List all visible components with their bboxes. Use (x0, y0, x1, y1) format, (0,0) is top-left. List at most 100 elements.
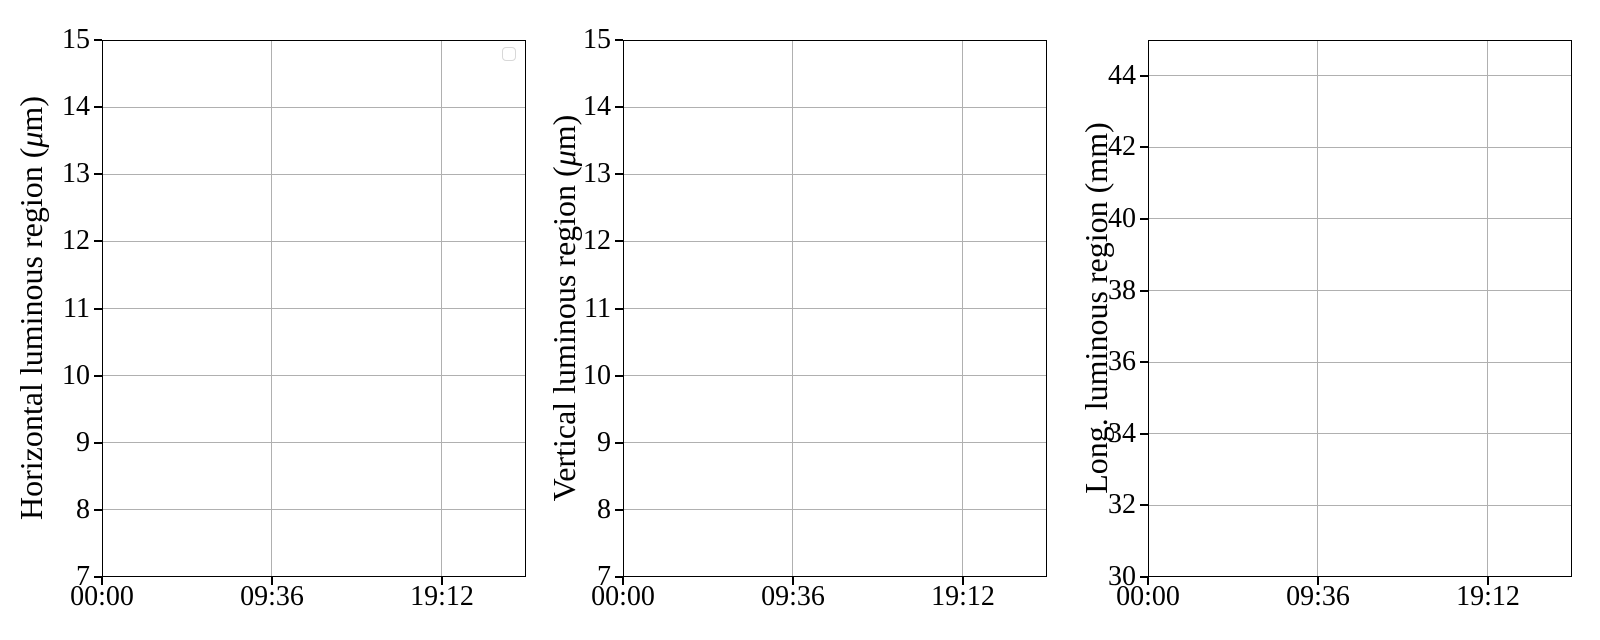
grid-line-horizontal (103, 241, 525, 242)
y-tick-label: 12 (62, 225, 90, 256)
y-tick-mark (1140, 75, 1148, 77)
x-tick-mark (622, 577, 624, 585)
x-tick-label: 09:36 (761, 581, 825, 612)
y-tick-label: 11 (63, 293, 90, 324)
y-tick-mark (94, 173, 102, 175)
x-tick-mark (1147, 577, 1149, 585)
grid-line-horizontal (624, 241, 1046, 242)
x-tick-mark (101, 577, 103, 585)
y-tick-label: 8 (76, 494, 90, 525)
grid-line-horizontal (103, 174, 525, 175)
x-tick-label: 19:12 (1456, 581, 1520, 612)
y-tick-mark (1140, 504, 1148, 506)
x-tick-label: 00:00 (1116, 581, 1180, 612)
y-tick-label: 10 (583, 360, 611, 391)
x-tick-label: 09:36 (1286, 581, 1350, 612)
grid-line-vertical (1487, 41, 1488, 576)
y-tick-mark (1140, 218, 1148, 220)
grid-line-vertical (1317, 41, 1318, 576)
grid-line-horizontal (624, 442, 1046, 443)
y-tick-mark (94, 375, 102, 377)
grid-line-horizontal (103, 442, 525, 443)
x-tick-label: 00:00 (70, 581, 134, 612)
y-tick-label: 34 (1108, 418, 1136, 449)
y-tick-mark (94, 240, 102, 242)
y-tick-mark (94, 106, 102, 108)
y-tick-label: 11 (584, 293, 611, 324)
axes-area (1148, 40, 1572, 577)
y-tick-label: 14 (583, 91, 611, 122)
y-tick-label: 9 (76, 427, 90, 458)
axes-area (623, 40, 1047, 577)
grid-line-horizontal (1149, 218, 1571, 219)
y-tick-mark (94, 509, 102, 511)
y-tick-mark (615, 308, 623, 310)
y-tick-mark (94, 308, 102, 310)
grid-line-horizontal (1149, 362, 1571, 363)
y-tick-label: 32 (1108, 489, 1136, 520)
x-tick-label: 00:00 (591, 581, 655, 612)
y-tick-mark (1140, 146, 1148, 148)
grid-line-horizontal (1149, 75, 1571, 76)
grid-line-horizontal (103, 509, 525, 510)
x-tick-mark (962, 577, 964, 585)
x-tick-mark (792, 577, 794, 585)
y-tick-mark (615, 173, 623, 175)
grid-line-horizontal (624, 308, 1046, 309)
grid-line-horizontal (103, 375, 525, 376)
grid-line-horizontal (103, 107, 525, 108)
y-tick-mark (615, 240, 623, 242)
grid-line-horizontal (1149, 147, 1571, 148)
y-tick-label: 36 (1108, 346, 1136, 377)
grid-line-horizontal (1149, 290, 1571, 291)
y-tick-label: 12 (583, 225, 611, 256)
grid-line-horizontal (1149, 433, 1571, 434)
y-tick-mark (1140, 433, 1148, 435)
y-tick-mark (615, 576, 623, 578)
grid-line-horizontal (624, 174, 1046, 175)
y-tick-label: 9 (597, 427, 611, 458)
y-tick-label: 15 (583, 24, 611, 55)
grid-line-horizontal (1149, 505, 1571, 506)
y-tick-label: 7 (76, 561, 90, 592)
grid-line-horizontal (624, 375, 1046, 376)
y-tick-label: 38 (1108, 275, 1136, 306)
y-tick-mark (1140, 290, 1148, 292)
y-tick-mark (615, 375, 623, 377)
y-tick-mark (1140, 361, 1148, 363)
y-tick-label: 30 (1108, 561, 1136, 592)
x-tick-mark (441, 577, 443, 585)
y-tick-mark (615, 106, 623, 108)
grid-line-horizontal (624, 107, 1046, 108)
y-tick-mark (94, 442, 102, 444)
legend-empty-box (502, 47, 516, 61)
y-tick-mark (615, 509, 623, 511)
y-tick-mark (94, 576, 102, 578)
y-tick-label: 14 (62, 91, 90, 122)
y-tick-label: 10 (62, 360, 90, 391)
y-tick-mark (615, 442, 623, 444)
y-tick-mark (1140, 576, 1148, 578)
y-tick-label: 8 (597, 494, 611, 525)
y-tick-label: 7 (597, 561, 611, 592)
x-tick-label: 19:12 (410, 581, 474, 612)
y-tick-label: 15 (62, 24, 90, 55)
y-tick-mark (615, 39, 623, 41)
y-tick-label: 40 (1108, 203, 1136, 234)
grid-line-horizontal (103, 308, 525, 309)
y-tick-label: 13 (583, 158, 611, 189)
y-tick-label: 42 (1108, 131, 1136, 162)
y-tick-label: 44 (1108, 60, 1136, 91)
y-tick-label: 13 (62, 158, 90, 189)
y-tick-mark (94, 39, 102, 41)
x-tick-mark (271, 577, 273, 585)
x-tick-mark (1487, 577, 1489, 585)
x-tick-mark (1317, 577, 1319, 585)
grid-line-horizontal (624, 509, 1046, 510)
x-tick-label: 19:12 (931, 581, 995, 612)
axes-area (102, 40, 526, 577)
